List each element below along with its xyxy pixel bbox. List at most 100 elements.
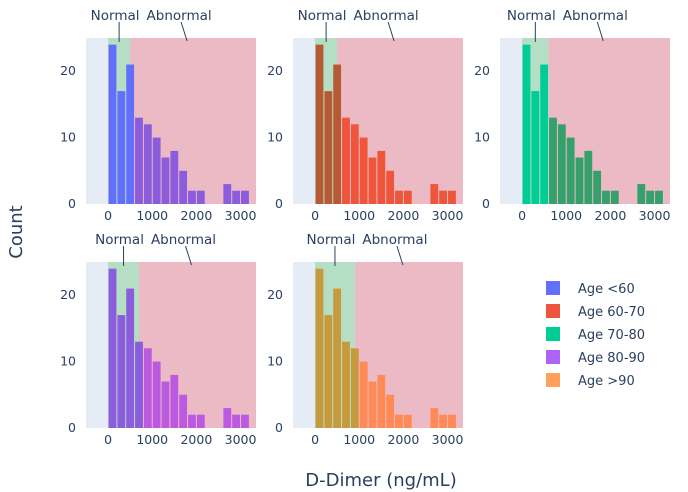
abnormal-arrow-line: [180, 21, 188, 42]
legend-item-label: Age 70-80: [578, 328, 645, 343]
legend-swatch: [546, 350, 560, 364]
x-tick-label: 3000: [225, 432, 257, 447]
y-tick-label: 10: [60, 354, 76, 369]
histogram-bar: [342, 341, 350, 428]
legend-swatch: [546, 373, 560, 387]
panel-4: 0 10 20 0 1000 2000 3000 Normal Abnormal: [60, 232, 256, 447]
histogram-bar: [531, 91, 540, 204]
histogram-bar: [117, 315, 126, 428]
histogram-bar: [161, 381, 170, 428]
histogram-bar: [188, 414, 196, 428]
histogram-bar: [108, 268, 117, 428]
histogram-bar: [575, 157, 584, 204]
histogram-bar: [350, 348, 359, 428]
normal-annotation: Normal: [298, 8, 347, 24]
histogram-bar: [395, 190, 403, 204]
histogram-bar: [324, 315, 333, 428]
y-tick-label: 10: [60, 130, 76, 145]
legend-item-label: Age >90: [578, 374, 635, 389]
histogram-bar: [223, 408, 232, 428]
panel-2: 0 10 20 0 1000 2000 3000 Normal Abnormal: [267, 8, 463, 223]
legend-swatch: [546, 327, 560, 341]
histogram-bar: [143, 124, 152, 204]
histogram-bar: [315, 44, 324, 204]
y-axis-title: Count: [6, 205, 27, 258]
x-tick-label: 2000: [180, 432, 212, 447]
histogram-bar: [610, 190, 619, 204]
x-axis-title: D-Dimer (ng/mL): [305, 470, 456, 491]
y-tick-label: 20: [474, 63, 490, 78]
histogram-bar: [386, 394, 395, 428]
histogram-bar: [439, 414, 448, 428]
normal-annotation: Normal: [91, 8, 140, 24]
x-tick-label: 0: [104, 208, 112, 223]
panel-3: 0 10 20 0 1000 2000 3000 Normal Abnormal: [474, 8, 670, 223]
panel-1: 0 10 20 0 1000 2000 3000 Normal Abnormal: [60, 8, 256, 223]
histogram-bar: [602, 190, 610, 204]
histogram-bar: [152, 137, 161, 204]
histogram-bar: [170, 374, 179, 428]
histogram-bar: [386, 170, 395, 204]
histogram-bar: [368, 381, 377, 428]
histogram-bar: [333, 288, 342, 428]
histogram-bar: [522, 44, 531, 204]
histogram-bar: [377, 150, 386, 204]
x-tick-label: 3000: [225, 208, 257, 223]
histogram-bar: [430, 408, 439, 428]
histogram-bar: [241, 190, 249, 204]
legend: Age <60 Age 60-70 Age 70-80 Age 80-90 Age >9…: [546, 281, 645, 389]
y-tick-label: 10: [474, 130, 490, 145]
histogram-bar: [359, 361, 368, 428]
histogram-bar: [566, 137, 575, 204]
histogram-bar: [179, 394, 188, 428]
x-tick-label: 3000: [432, 432, 464, 447]
histogram-bar: [350, 124, 359, 204]
x-tick-label: 0: [311, 432, 319, 447]
legend-item-label: Age <60: [578, 282, 635, 297]
abnormal-annotation: Abnormal: [362, 232, 427, 248]
histogram-bar: [126, 288, 135, 428]
y-tick-label: 10: [267, 130, 283, 145]
histogram-bar: [342, 117, 350, 204]
x-tick-label: 1000: [343, 432, 375, 447]
abnormal-arrow-line: [387, 21, 395, 42]
histogram-bar: [637, 184, 646, 204]
histogram-bar: [152, 361, 161, 428]
y-tick-label: 20: [60, 287, 76, 302]
histogram-bar: [108, 44, 117, 204]
y-tick-label: 10: [267, 354, 283, 369]
histogram-bar: [403, 190, 412, 204]
y-tick-label: 0: [68, 420, 76, 435]
histogram-bar: [135, 117, 143, 204]
histogram-bar: [359, 137, 368, 204]
histogram-bar: [403, 414, 412, 428]
histogram-bar: [646, 190, 655, 204]
histogram-bar: [232, 190, 241, 204]
histogram-bar: [196, 414, 205, 428]
x-tick-label: 1000: [136, 208, 168, 223]
histogram-bar: [557, 124, 566, 204]
histogram-bar: [161, 157, 170, 204]
histogram-bar: [377, 374, 386, 428]
normal-annotation: Normal: [95, 232, 144, 248]
histogram-bar: [439, 190, 448, 204]
abnormal-arrow-line: [396, 245, 404, 266]
histogram-bar: [448, 190, 456, 204]
x-tick-label: 2000: [387, 208, 419, 223]
x-tick-label: 0: [104, 432, 112, 447]
x-tick-label: 2000: [387, 432, 419, 447]
histogram-bar: [540, 64, 549, 204]
abnormal-annotation: Abnormal: [151, 232, 216, 248]
histogram-bar: [315, 268, 324, 428]
histogram-bar: [655, 190, 663, 204]
histogram-bar: [126, 64, 135, 204]
x-tick-label: 3000: [639, 208, 671, 223]
histogram-bar: [117, 91, 126, 204]
y-tick-label: 20: [60, 63, 76, 78]
x-tick-label: 0: [518, 208, 526, 223]
panel-5: 0 10 20 0 1000 2000 3000 Normal Abnormal: [267, 232, 463, 447]
x-tick-label: 1000: [550, 208, 582, 223]
histogram-bar: [549, 117, 557, 204]
y-tick-label: 20: [267, 63, 283, 78]
histogram-bar: [584, 150, 593, 204]
